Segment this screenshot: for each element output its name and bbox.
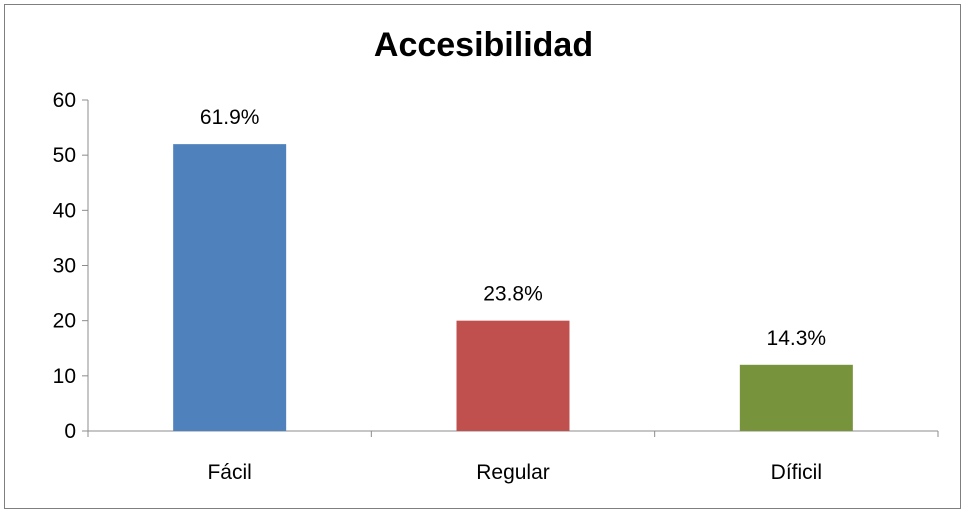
data-label: 14.3% [767, 327, 827, 350]
bar-2 [739, 364, 853, 431]
category-label: Regular [476, 461, 550, 484]
x-axis-ticks [87, 431, 939, 437]
y-tick-label: 10 [53, 365, 76, 388]
y-tick-label: 0 [64, 420, 76, 443]
chart-title: Accesibilidad [373, 26, 594, 64]
data-label: 61.9% [200, 106, 260, 129]
data-labels: 61.9% 23.8% 14.3% [200, 106, 826, 350]
category-label: Fácil [207, 461, 251, 484]
bar-1 [456, 320, 570, 431]
y-tick-label: 60 [53, 89, 76, 112]
y-tick-label: 40 [53, 199, 76, 222]
bars [173, 144, 853, 431]
x-axis-labels: Fácil Regular Díficil [207, 461, 822, 484]
data-label: 23.8% [483, 283, 543, 306]
y-tick-label: 50 [53, 144, 76, 167]
y-axis-ticks: 0 10 20 30 40 50 60 [53, 89, 88, 443]
bar-0 [173, 144, 287, 431]
category-label: Díficil [771, 461, 822, 484]
y-tick-label: 20 [53, 310, 76, 333]
y-tick-label: 30 [53, 255, 76, 278]
